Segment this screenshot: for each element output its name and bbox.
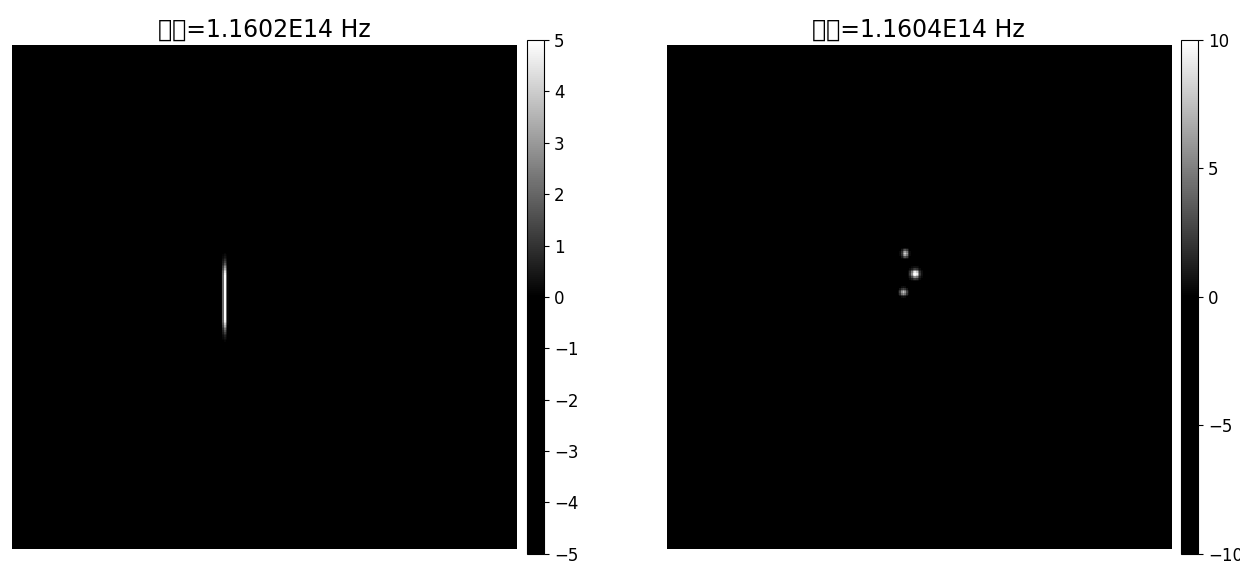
Title: 频率=1.1604E14 Hz: 频率=1.1604E14 Hz bbox=[812, 18, 1025, 42]
Title: 频率=1.1602E14 Hz: 频率=1.1602E14 Hz bbox=[157, 18, 371, 42]
